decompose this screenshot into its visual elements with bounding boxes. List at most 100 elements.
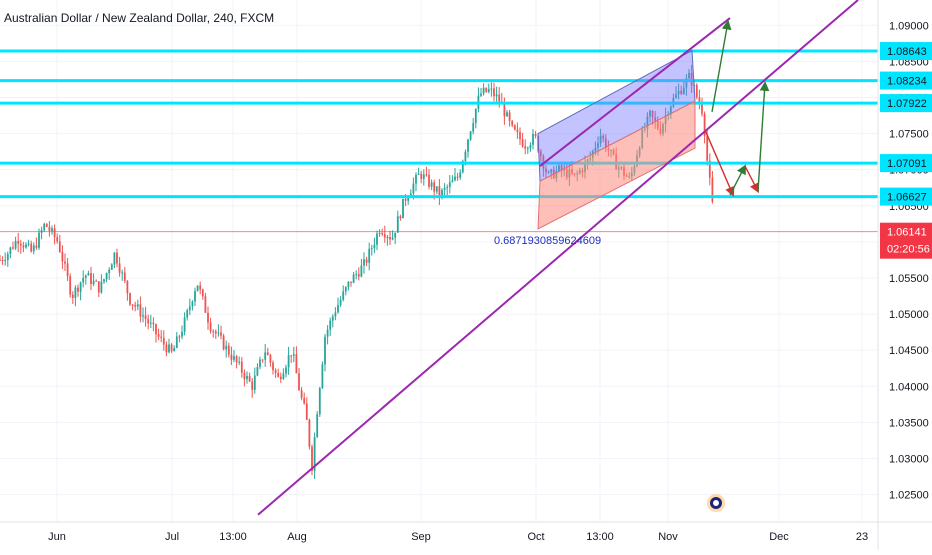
x-tick-label: Aug — [287, 531, 307, 543]
candle-body — [438, 186, 441, 197]
candle-body — [534, 133, 537, 136]
candle-body — [118, 263, 121, 273]
candle-body — [129, 293, 131, 305]
y-tick-label: 1.02500 — [889, 490, 929, 502]
candle-body — [282, 373, 285, 380]
level-price-label: 1.08234 — [887, 76, 927, 88]
candle-body — [274, 370, 277, 373]
candle-body — [513, 125, 516, 130]
y-tick-label: 1.04000 — [889, 381, 929, 393]
projection-arrow-up — [711, 19, 732, 113]
candle-body — [173, 347, 176, 352]
candle-body — [253, 375, 256, 390]
candle-body — [545, 168, 547, 173]
candle-body — [261, 359, 264, 361]
y-tick-label: 1.03500 — [889, 417, 929, 429]
candle-body — [30, 243, 33, 252]
candle-body — [511, 120, 514, 126]
candle-body — [61, 251, 64, 262]
candle-body — [292, 354, 295, 356]
candle-body — [35, 245, 38, 248]
candle-body — [469, 131, 472, 140]
candle-body — [682, 87, 685, 94]
candle-body — [456, 176, 459, 178]
candle-body — [243, 372, 246, 380]
candle-body — [84, 275, 87, 278]
candle-body — [149, 322, 152, 324]
candle-body — [703, 113, 706, 136]
candle-body — [126, 280, 129, 294]
economic-event-icon[interactable] — [707, 494, 725, 512]
x-tick-label: 13:00 — [219, 531, 247, 543]
candle-body — [602, 135, 605, 139]
candle-body — [503, 103, 506, 117]
candle-body — [227, 345, 230, 355]
candle-body — [485, 87, 488, 92]
candle-body — [147, 319, 150, 324]
candle-body — [277, 372, 280, 377]
candle-body — [480, 93, 482, 96]
candle-body — [412, 183, 415, 194]
candle-body — [43, 223, 46, 231]
candle-body — [66, 263, 69, 277]
candle-body — [38, 232, 40, 248]
projection-arrow-down — [744, 165, 759, 194]
candle-body — [285, 367, 287, 374]
candle-body — [303, 397, 306, 404]
projection-arrow-up — [729, 164, 746, 196]
candle-body — [45, 223, 48, 227]
candle-body — [547, 172, 550, 174]
level-price-badge — [880, 94, 932, 113]
candle-body — [256, 367, 259, 376]
candle-body — [482, 87, 485, 94]
level-price-label: 1.07922 — [887, 98, 927, 110]
candle-body — [526, 148, 529, 150]
candle-body — [214, 331, 217, 334]
candle-body — [14, 241, 17, 249]
candle-body — [287, 355, 290, 368]
candle-body — [290, 355, 293, 357]
candle-body — [701, 104, 703, 114]
last-price-label: 1.06141 — [887, 227, 927, 239]
y-tick-label: 1.05000 — [889, 309, 929, 321]
candle-body — [357, 274, 360, 277]
candle-body — [391, 237, 394, 240]
candle-body — [550, 169, 553, 173]
candle-body — [22, 245, 25, 248]
candle-body — [454, 176, 456, 181]
candle-body — [178, 336, 181, 338]
candle-body — [355, 274, 358, 276]
candle-body — [246, 375, 248, 380]
candle-body — [123, 272, 126, 281]
level-price-label: 1.07091 — [887, 158, 927, 170]
candle-body — [142, 315, 144, 317]
y-tick-label: 1.03000 — [889, 453, 929, 465]
candle-body — [116, 252, 118, 264]
candle-body — [105, 273, 108, 280]
candle-body — [519, 131, 521, 140]
y-tick-label: 1.05500 — [889, 273, 929, 285]
level-price-badge — [880, 71, 932, 90]
projection-arrow-up — [757, 81, 770, 192]
candle-body — [435, 186, 438, 192]
candle-body — [651, 110, 654, 118]
candle-body — [594, 147, 597, 151]
candle-body — [490, 88, 493, 90]
candle-body — [209, 322, 212, 332]
candle-body — [396, 216, 399, 233]
candle-body — [266, 352, 269, 356]
candle-body — [251, 381, 254, 390]
level-price-label: 1.08643 — [887, 46, 927, 58]
candle-body — [131, 304, 134, 306]
candle-body — [389, 237, 391, 240]
candle-body — [204, 296, 207, 313]
candle-body — [365, 259, 368, 263]
candle-body — [417, 173, 420, 175]
candle-body — [19, 243, 22, 246]
candle-body — [264, 352, 267, 360]
candle-body — [152, 322, 155, 325]
candle-body — [103, 279, 105, 282]
